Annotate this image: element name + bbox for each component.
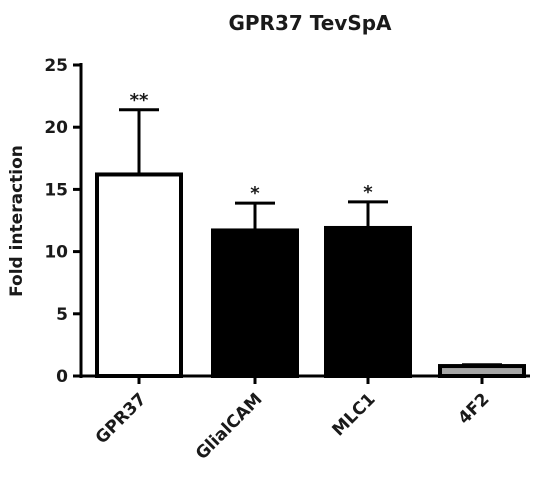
bar-gpr37 [95,172,183,378]
plot-area: 0 5 10 15 20 25 ** GPR37 * GlialCAM * MLC1 4F2 [44,56,530,464]
y-tick-label: 25 [44,56,68,76]
y-tick-label: 20 [44,118,68,138]
y-tick-label: 0 [56,367,68,387]
significance-marker: ** [130,90,149,111]
y-axis-label: Fold interaction [7,145,27,297]
y-tick-label: 5 [56,305,68,325]
chart-title: GPR37 TevSpA [228,11,392,35]
bar-mlc1 [324,225,412,378]
y-tick-label: 15 [44,180,68,200]
x-tick-label: MLC1 [329,389,380,440]
x-tick-label: GlialCAM [192,389,267,464]
y-tick-label: 10 [44,243,68,263]
bar-glialcam [211,228,299,378]
x-tick-label: 4F2 [454,389,493,428]
significance-marker: * [250,183,260,204]
bar-4f2 [438,364,526,379]
significance-marker: * [363,182,373,203]
x-tick-label: GPR37 [92,389,151,448]
